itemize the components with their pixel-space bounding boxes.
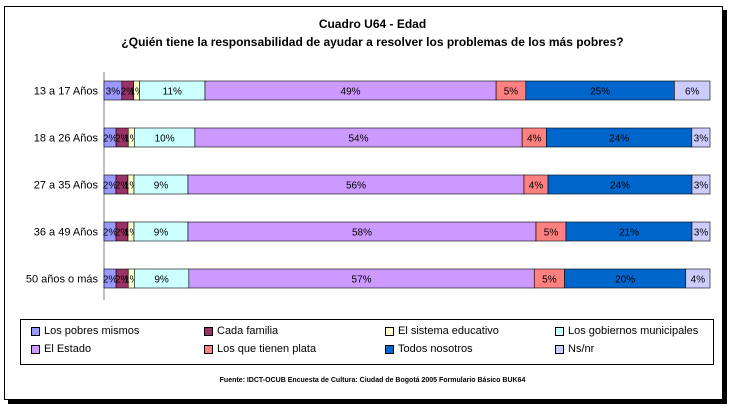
data-label: 54% <box>349 134 369 145</box>
data-label: 49% <box>341 87 361 98</box>
data-label: 1% <box>124 275 139 286</box>
data-label: 1% <box>124 181 139 192</box>
data-label: 3% <box>694 134 709 145</box>
data-label: 3% <box>694 228 709 239</box>
legend-swatch <box>385 326 394 336</box>
data-label: 5% <box>504 87 519 98</box>
data-label: 21% <box>619 228 639 239</box>
bar-segment <box>685 268 711 289</box>
bar-segment <box>674 80 711 101</box>
legend-label: El sistema educativo <box>398 325 499 337</box>
data-label: 20% <box>615 275 635 286</box>
data-label: 2% <box>115 275 130 286</box>
legend: Los pobres mismos Cada familia El sistema … <box>20 319 714 365</box>
data-label: 2% <box>115 134 130 145</box>
data-label: 3% <box>106 87 121 98</box>
legend-label: Los pobres mismos <box>44 325 140 337</box>
data-label: 9% <box>154 181 169 192</box>
legend-swatch <box>204 344 213 354</box>
legend-swatch <box>31 344 40 354</box>
source-note: Fuente: IDCT-OCUB Encuesta de Cultura: C… <box>219 377 526 384</box>
data-label: 6% <box>685 87 700 98</box>
data-label: 56% <box>346 181 366 192</box>
category-label: 36 a 49 Años <box>34 227 99 239</box>
legend-label: Los que tienen plata <box>217 343 317 355</box>
legend-item: Ns/nr <box>555 343 594 355</box>
chart-subtitle: ¿Quién tiene la responsabilidad de ayuda… <box>121 35 624 49</box>
legend-swatch <box>31 326 40 336</box>
category-label: 18 a 26 Años <box>34 133 99 145</box>
data-label: 1% <box>124 228 139 239</box>
legend-item: Los gobiernos municipales <box>555 325 698 337</box>
data-label: 58% <box>352 228 372 239</box>
data-label: 10% <box>155 134 175 145</box>
bar-segment <box>691 221 711 242</box>
data-label: 1% <box>129 87 144 98</box>
data-label: 1% <box>124 134 139 145</box>
data-label: 5% <box>544 228 559 239</box>
legend-item: El Estado <box>31 343 91 355</box>
data-label: 4% <box>529 181 544 192</box>
data-label: 3% <box>694 181 709 192</box>
data-label: 4% <box>691 275 706 286</box>
data-label: 2% <box>103 275 118 286</box>
legend-swatch <box>385 344 394 354</box>
data-label: 24% <box>609 134 629 145</box>
data-label: 24% <box>610 181 630 192</box>
legend-item: Todos nosotros <box>385 343 473 355</box>
legend-label: Todos nosotros <box>398 343 473 355</box>
legend-item: El sistema educativo <box>385 325 499 337</box>
bar-segment <box>691 174 711 195</box>
data-label: 9% <box>154 275 169 286</box>
chart-title: Cuadro U64 - Edad <box>318 17 427 31</box>
legend-label: Ns/nr <box>568 343 595 355</box>
data-label: 5% <box>542 275 557 286</box>
data-label: 2% <box>103 228 118 239</box>
data-label: 2% <box>103 181 118 192</box>
bar-segment <box>691 127 711 148</box>
legend-swatch <box>555 326 564 336</box>
data-label: 57% <box>352 275 372 286</box>
legend-item: Los que tienen plata <box>204 343 316 355</box>
data-label: 11% <box>163 87 182 98</box>
data-label: 4% <box>527 134 542 145</box>
legend-swatch <box>555 344 564 354</box>
legend-swatch <box>204 326 213 336</box>
category-label: 50 años o más <box>26 274 99 286</box>
data-label: 2% <box>115 181 130 192</box>
data-label: 2% <box>103 134 118 145</box>
legend-label: Cada familia <box>217 325 279 337</box>
data-label: 25% <box>590 87 610 98</box>
legend-label: El Estado <box>44 343 92 355</box>
legend-label: Los gobiernos municipales <box>568 325 699 337</box>
data-label: 9% <box>154 228 169 239</box>
legend-item: Los pobres mismos <box>31 325 139 337</box>
legend-item: Cada familia <box>204 325 278 337</box>
category-label: 27 a 35 Años <box>34 180 99 192</box>
category-label: 13 a 17 Años <box>34 86 99 98</box>
data-label: 2% <box>115 228 130 239</box>
data-label: 2% <box>121 87 136 98</box>
